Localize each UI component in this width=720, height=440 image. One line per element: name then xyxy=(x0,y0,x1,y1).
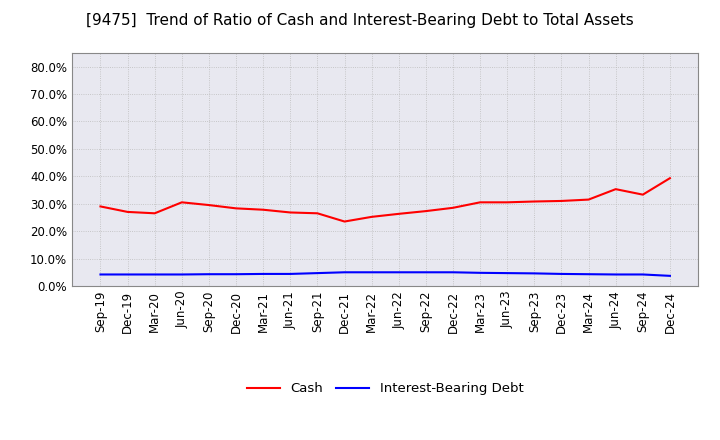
Cash xyxy=(584,197,593,202)
Interest-Bearing Debt xyxy=(530,271,539,276)
Cash xyxy=(557,198,566,204)
Interest-Bearing Debt xyxy=(584,271,593,277)
Cash xyxy=(639,192,647,197)
Interest-Bearing Debt xyxy=(665,273,674,279)
Line: Cash: Cash xyxy=(101,178,670,221)
Interest-Bearing Debt xyxy=(367,270,376,275)
Interest-Bearing Debt xyxy=(611,272,620,277)
Interest-Bearing Debt xyxy=(395,270,403,275)
Interest-Bearing Debt xyxy=(286,271,294,277)
Cash xyxy=(123,209,132,215)
Cash xyxy=(150,211,159,216)
Interest-Bearing Debt xyxy=(341,270,349,275)
Cash xyxy=(367,214,376,220)
Cash xyxy=(503,200,511,205)
Cash xyxy=(530,199,539,204)
Interest-Bearing Debt xyxy=(123,272,132,277)
Cash xyxy=(611,187,620,192)
Interest-Bearing Debt xyxy=(204,271,213,277)
Cash xyxy=(395,211,403,216)
Text: [9475]  Trend of Ratio of Cash and Interest-Bearing Debt to Total Assets: [9475] Trend of Ratio of Cash and Intere… xyxy=(86,13,634,28)
Interest-Bearing Debt xyxy=(557,271,566,277)
Cash xyxy=(96,204,105,209)
Cash xyxy=(178,200,186,205)
Legend: Cash, Interest-Bearing Debt: Cash, Interest-Bearing Debt xyxy=(241,377,529,401)
Cash xyxy=(286,210,294,215)
Interest-Bearing Debt xyxy=(503,271,511,276)
Interest-Bearing Debt xyxy=(476,270,485,275)
Interest-Bearing Debt xyxy=(178,272,186,277)
Cash xyxy=(476,200,485,205)
Cash xyxy=(259,207,268,213)
Cash xyxy=(341,219,349,224)
Interest-Bearing Debt xyxy=(313,271,322,276)
Interest-Bearing Debt xyxy=(96,272,105,277)
Cash xyxy=(421,209,430,214)
Interest-Bearing Debt xyxy=(259,271,268,277)
Line: Interest-Bearing Debt: Interest-Bearing Debt xyxy=(101,272,670,276)
Interest-Bearing Debt xyxy=(150,272,159,277)
Cash xyxy=(665,176,674,181)
Cash xyxy=(449,205,457,210)
Interest-Bearing Debt xyxy=(639,272,647,277)
Interest-Bearing Debt xyxy=(421,270,430,275)
Cash xyxy=(313,211,322,216)
Cash xyxy=(204,202,213,208)
Cash xyxy=(232,206,240,211)
Interest-Bearing Debt xyxy=(232,271,240,277)
Interest-Bearing Debt xyxy=(449,270,457,275)
